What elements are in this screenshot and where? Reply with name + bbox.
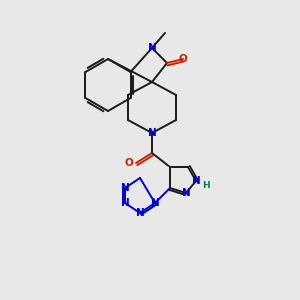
Text: N: N <box>192 176 200 186</box>
Text: N: N <box>121 198 129 208</box>
Text: N: N <box>121 183 129 193</box>
Text: N: N <box>148 128 156 138</box>
Text: H: H <box>202 181 210 190</box>
Text: N: N <box>148 43 156 53</box>
Text: O: O <box>178 54 188 64</box>
Text: N: N <box>182 188 190 198</box>
Text: N: N <box>151 198 159 208</box>
Text: O: O <box>124 158 134 168</box>
Text: N: N <box>136 208 144 218</box>
